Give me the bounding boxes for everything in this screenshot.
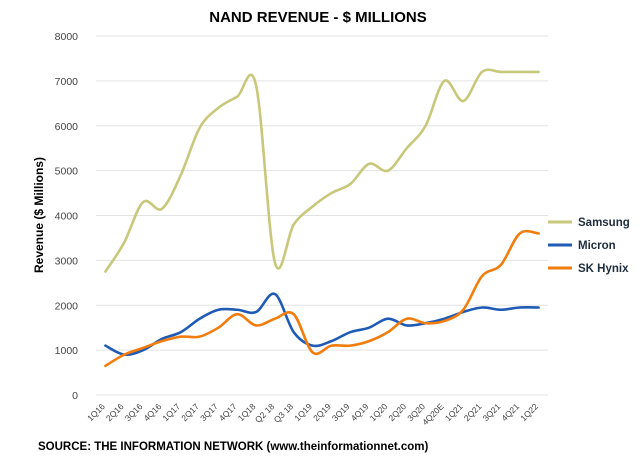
x-tick-label: 3Q21 xyxy=(481,401,503,423)
x-tick-label: 2Q19 xyxy=(311,401,333,423)
series-line-micron xyxy=(104,292,540,357)
x-tick-label: Q3 18 xyxy=(272,401,296,425)
series-line-sk-hynix xyxy=(104,229,540,368)
y-axis-ticks: 0 1000 2000 3000 4000 5000 6000 7000 8000 xyxy=(55,31,79,402)
x-tick-label: 4Q16 xyxy=(142,401,164,423)
y-tick-label: 2000 xyxy=(55,300,79,312)
y-tick-label: 5000 xyxy=(55,166,79,178)
x-tick-label: 1Q19 xyxy=(292,401,314,423)
legend-label-micron: Micron xyxy=(578,240,616,252)
y-tick-label: 8000 xyxy=(55,31,79,43)
x-tick-label: 2Q20 xyxy=(386,401,408,423)
x-tick-label: 1Q17 xyxy=(160,401,182,423)
y-tick-label: 0 xyxy=(72,390,78,402)
x-tick-label: 4Q17 xyxy=(217,401,239,423)
legend-label-samsung: Samsung xyxy=(578,217,630,229)
series-lines xyxy=(104,68,540,368)
x-tick-label: Q2 18 xyxy=(253,401,277,425)
x-tick-label: 3Q19 xyxy=(330,401,352,423)
chart-title: NAND REVENUE - $ MILLIONS xyxy=(209,9,427,26)
source-note: SOURCE: THE INFORMATION NETWORK (www.the… xyxy=(38,441,429,453)
legend-label-skhynix: SK Hynix xyxy=(578,263,629,275)
y-tick-label: 4000 xyxy=(55,211,79,223)
y-axis-label: Revenue ($ Millions) xyxy=(32,157,46,273)
x-tick-label: 1Q22 xyxy=(518,401,540,423)
x-tick-label: 4Q21 xyxy=(499,401,521,423)
y-tick-label: 7000 xyxy=(55,76,79,88)
x-tick-label: 1Q16 xyxy=(85,401,107,423)
x-tick-label: 3Q16 xyxy=(123,401,145,423)
x-tick-label: 2Q17 xyxy=(179,401,201,423)
x-tick-label: 2Q21 xyxy=(462,401,484,423)
y-tick-label: 6000 xyxy=(55,121,79,133)
x-tick-label: 4Q19 xyxy=(349,401,371,423)
y-tick-label: 1000 xyxy=(55,345,79,357)
x-tick-label: 2Q16 xyxy=(104,401,126,423)
x-tick-label: 1Q20 xyxy=(368,401,390,423)
x-tick-label: 1Q21 xyxy=(443,401,465,423)
x-tick-label: 4Q20E xyxy=(420,401,446,427)
gridlines xyxy=(96,35,548,396)
y-tick-label: 3000 xyxy=(55,255,79,267)
x-tick-label: 3Q17 xyxy=(198,401,220,423)
legend: Samsung Micron SK Hynix xyxy=(548,217,630,275)
